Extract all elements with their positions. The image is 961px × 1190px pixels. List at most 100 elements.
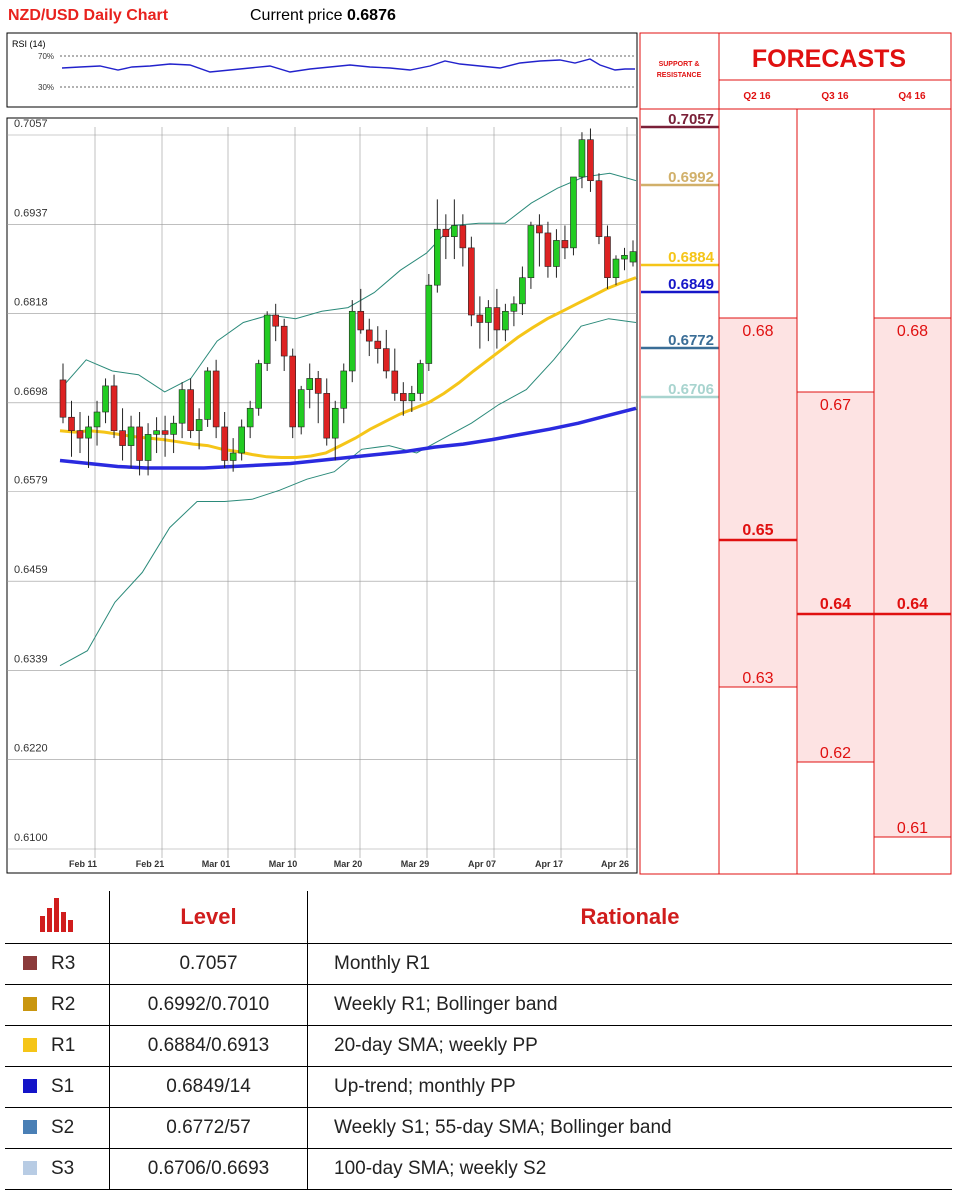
forecast-low-label: 0.63 bbox=[742, 670, 773, 687]
forecast-q4-header: Q4 16 bbox=[898, 91, 926, 102]
candle-body bbox=[459, 225, 467, 249]
level-name-cell: S3 bbox=[5, 1148, 110, 1190]
forecast-high-label: 0.67 bbox=[820, 397, 851, 414]
candle-body bbox=[442, 228, 450, 237]
candle-body bbox=[340, 370, 348, 409]
forecast-q2-header: Q2 16 bbox=[743, 91, 771, 102]
level-name: R2 bbox=[51, 994, 76, 1015]
current-price: Current price 0.6876 bbox=[250, 7, 396, 25]
y-tick-label: 0.6459 bbox=[14, 564, 48, 576]
level-rationale: 20-day SMA; weekly PP bbox=[307, 1025, 952, 1067]
forecast-mid-label: 0.64 bbox=[820, 596, 851, 613]
level-swatch bbox=[23, 956, 37, 970]
y-tick-label: 0.6698 bbox=[14, 386, 48, 398]
candle-body bbox=[229, 452, 237, 461]
levels-row-s2: S2 0.6772/57 Weekly S1; 55-day SMA; Bollin… bbox=[5, 1107, 952, 1149]
x-tick-label: Feb 21 bbox=[136, 859, 165, 869]
y-axis-ticks: 0.7057 0.6937 0.6818 0.6698 0.6579 0.6459 0.63… bbox=[14, 118, 48, 844]
y-tick-label: 0.6100 bbox=[14, 832, 48, 844]
candle-body bbox=[553, 240, 560, 267]
forecast-low-label: 0.62 bbox=[820, 745, 851, 762]
candle-body bbox=[204, 370, 211, 420]
candle-body bbox=[255, 363, 262, 409]
candle-body bbox=[263, 314, 271, 364]
candle-body bbox=[621, 255, 628, 260]
forecast-low-label: 0.61 bbox=[897, 820, 928, 837]
rsi-70-label: 70% bbox=[38, 52, 54, 61]
level-name-cell: R2 bbox=[5, 984, 110, 1026]
current-price-label: Current price bbox=[250, 7, 343, 24]
level-name-cell: R3 bbox=[5, 943, 110, 985]
candle-body bbox=[187, 389, 194, 431]
candle-body bbox=[221, 426, 228, 461]
candle-body bbox=[68, 416, 75, 431]
candle-body bbox=[238, 426, 245, 454]
y-tick-label: 0.6220 bbox=[14, 742, 48, 754]
candle-body bbox=[331, 407, 339, 439]
candle-body bbox=[391, 370, 399, 394]
grid bbox=[7, 127, 637, 858]
y-tick-label: 0.7057 bbox=[14, 118, 48, 130]
x-tick-label: Mar 01 bbox=[202, 859, 231, 869]
candle-body bbox=[502, 310, 509, 331]
level-swatch bbox=[23, 997, 37, 1011]
candle-body bbox=[136, 426, 143, 461]
candle-body bbox=[289, 355, 297, 428]
forecast-q3-header: Q3 16 bbox=[821, 91, 849, 102]
level-name-cell: R1 bbox=[5, 1025, 110, 1067]
candle-body bbox=[144, 434, 152, 461]
forecast-high-label: 0.68 bbox=[897, 323, 928, 340]
level-value: 0.6706/0.6693 bbox=[109, 1148, 308, 1190]
bollinger-lower-line bbox=[59, 318, 637, 667]
sr-label-r2: 0.6992 bbox=[668, 169, 714, 186]
candle-body bbox=[348, 310, 356, 372]
level-swatch bbox=[23, 1079, 37, 1093]
candle-body bbox=[357, 310, 365, 331]
candle-body bbox=[451, 225, 458, 237]
support-resistance-levels: 0.7057 0.6992 0.6884 0.6849 0.6772 0.6706 bbox=[641, 111, 719, 399]
candle-body bbox=[297, 389, 305, 428]
candle-body bbox=[544, 232, 552, 267]
levels-row-r3: R3 0.7057 Monthly R1 bbox=[5, 943, 952, 985]
rationale-column-header: Rationale bbox=[307, 891, 952, 944]
level-swatch bbox=[23, 1161, 37, 1175]
level-rationale: Weekly S1; 55-day SMA; Bollinger band bbox=[307, 1107, 952, 1149]
levels-row-r2: R2 0.6992/0.7010 Weekly R1; Bollinger band bbox=[5, 984, 952, 1026]
bar-chart-icon bbox=[40, 898, 73, 932]
x-tick-label: Apr 17 bbox=[535, 859, 563, 869]
moving-averages bbox=[59, 276, 637, 470]
candle-body bbox=[374, 340, 382, 349]
candle-body bbox=[280, 325, 288, 357]
candle-body bbox=[485, 307, 492, 323]
candle-body bbox=[161, 430, 169, 435]
levels-table: Level Rationale R3 0.7057 Monthly R1 R2 0.69… bbox=[5, 891, 952, 1190]
sr-panel: SUPPORT & RESISTANCE bbox=[639, 32, 720, 875]
x-tick-label: Mar 20 bbox=[334, 859, 363, 869]
candle-body bbox=[212, 370, 220, 428]
candle-body bbox=[272, 314, 279, 327]
candle-body bbox=[604, 236, 611, 279]
level-rationale: Weekly R1; Bollinger band bbox=[307, 984, 952, 1026]
level-name: S3 bbox=[51, 1158, 75, 1179]
level-name: R3 bbox=[51, 953, 76, 974]
forecast-range-2 bbox=[874, 318, 951, 837]
candle-body bbox=[246, 407, 254, 428]
level-value: 0.6772/57 bbox=[109, 1107, 308, 1149]
candle-body bbox=[306, 378, 314, 390]
forecast-range-1 bbox=[797, 392, 874, 762]
candle-body bbox=[178, 389, 186, 424]
y-tick-label: 0.6579 bbox=[14, 475, 48, 487]
candle-body bbox=[536, 225, 543, 234]
sr-label-s3: 0.6706 bbox=[668, 381, 714, 398]
levels-row-s1: S1 0.6849/14 Up-trend; monthly PP bbox=[5, 1066, 952, 1108]
candle-body bbox=[527, 225, 535, 279]
sr-label-s2: 0.6772 bbox=[668, 332, 714, 349]
chart-svg: RSI (14) 70% 30% 0.7057 0.6937 0.6818 0.669… bbox=[6, 32, 952, 875]
candle-body bbox=[119, 430, 126, 446]
rsi-label: RSI (14) bbox=[12, 39, 46, 49]
rsi-line bbox=[61, 58, 635, 73]
bollinger-upper-line bbox=[59, 172, 637, 393]
sr-frame bbox=[639, 32, 720, 875]
candle-body bbox=[399, 393, 407, 402]
levels-row-r1: R1 0.6884/0.6913 20-day SMA; weekly PP bbox=[5, 1025, 952, 1067]
